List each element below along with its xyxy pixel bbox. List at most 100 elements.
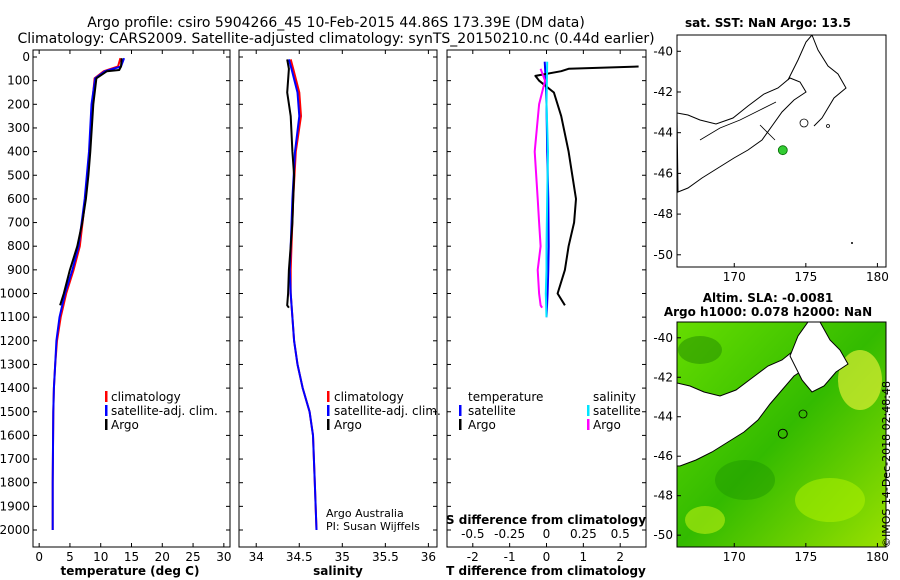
y-tick-label: 100: [7, 74, 30, 88]
watermark: ©IMOS 14-Dec-2018 02:48:48: [880, 381, 893, 548]
y-tick-label: 700: [7, 216, 30, 230]
x-tick-label: 30: [216, 550, 231, 564]
y-tick-label: 1200: [0, 334, 30, 348]
map-y-tick-label: -42: [653, 85, 673, 99]
temperature-xlabel: temperature (deg C): [61, 564, 200, 578]
y-tick-label: 500: [7, 168, 30, 182]
salinity-xlabel: salinity: [313, 564, 363, 578]
s-tick-label: 0.25: [570, 527, 597, 541]
legend-salinity-header: salinity: [593, 390, 636, 404]
north-island-coast: [787, 35, 847, 127]
y-tick-label: 1700: [0, 452, 30, 466]
south-island-coast: [677, 77, 807, 193]
island-marker: [826, 124, 830, 128]
x-tick-label: 34.5: [286, 550, 313, 564]
legend-s-satellite-label: satellite: [593, 404, 641, 418]
s-tick-label: -0.25: [494, 527, 525, 541]
difference-xlabel: T difference from climatology: [446, 564, 646, 578]
salinity-series: [286, 59, 318, 531]
x-tick-label: 36: [421, 550, 436, 564]
map-x-tick-label: 175: [794, 550, 817, 564]
map-x-tick-label: 170: [723, 270, 746, 284]
temperature-axes: 0100200300400500600700800900100011001200…: [0, 50, 231, 564]
map-top-ticks: 170 175 180 -40 -42 -44 -46 -48 -50: [653, 44, 888, 284]
map-y-tick-label: -42: [653, 370, 673, 384]
series-line-climatology: [289, 59, 318, 531]
series-line-argo: [286, 59, 296, 309]
x-tick-label: 0: [35, 550, 43, 564]
series-line-salinity-satellite: [544, 61, 549, 318]
legend-climatology-label: climatology: [334, 390, 404, 404]
temperature-legend: climatology satellite-adj. clim. Argo: [105, 390, 218, 432]
x-tick-label: 0: [543, 550, 551, 564]
series-line-argo: [59, 58, 123, 306]
legend-temperature-header: temperature: [468, 390, 543, 404]
difference-axes: -2 -1 0 1 2: [447, 50, 646, 564]
chatham-rise-contour: [798, 409, 808, 419]
salinity-legend: climatology satellite-adj. clim. Argo Ar…: [326, 390, 441, 533]
x-tick-label: 1: [580, 550, 588, 564]
legend-climatology-swatch: [327, 391, 330, 402]
map-top-title: sat. SST: NaN Argo: 13.5: [685, 16, 851, 30]
map-bottom-field: [677, 321, 882, 534]
map-x-tick-label: 170: [723, 550, 746, 564]
x-tick-label: 10: [93, 550, 108, 564]
figure-title-line1: Argo profile: csiro 5904266_45 10-Feb-20…: [87, 15, 585, 31]
y-tick-label: 2000: [0, 523, 30, 537]
s-tick-label: 0: [543, 527, 551, 541]
y-tick-label: 800: [7, 239, 30, 253]
legend-satellite-swatch: [327, 405, 330, 416]
map-y-tick-label: -44: [653, 410, 673, 424]
difference-legend: temperature salinity satellite Argo sate…: [446, 390, 646, 527]
x-tick-label: 20: [155, 550, 170, 564]
map-y-tick-label: -48: [653, 489, 673, 503]
x-tick-label: 25: [185, 550, 200, 564]
map-x-tick-label: 180: [866, 550, 889, 564]
y-tick-label: 300: [7, 121, 30, 135]
y-tick-label: 1300: [0, 357, 30, 371]
island-marker: [851, 242, 853, 244]
legend-argo-label: Argo: [334, 418, 362, 432]
legend-satellite-label: satellite-adj. clim.: [111, 404, 218, 418]
series-line-temperature-argo: [534, 65, 639, 306]
argo-float-marker: [777, 145, 788, 156]
y-tick-label: 1900: [0, 499, 30, 513]
north-island-land: [789, 321, 849, 393]
sla-patch: [678, 336, 722, 364]
map-x-tick-label: 180: [866, 270, 889, 284]
legend-argo-swatch: [105, 419, 108, 430]
credit-line1: Argo Australia: [326, 507, 404, 520]
x-tick-label: -1: [504, 550, 516, 564]
map-y-tick-label: -50: [653, 248, 673, 262]
y-tick-label: 900: [7, 263, 30, 277]
legend-s-argo-label: Argo: [593, 418, 621, 432]
y-tick-label: 400: [7, 145, 30, 159]
y-tick-label: 1400: [0, 381, 30, 395]
map-y-tick-label: -44: [653, 126, 673, 140]
map-top-coastlines: [677, 35, 853, 244]
legend-t-argo-label: Argo: [468, 418, 496, 432]
x-tick-label: 15: [124, 550, 139, 564]
map-y-tick-label: -46: [653, 449, 673, 463]
map-y-tick-label: -46: [653, 166, 673, 180]
s-tick-label: -0.5: [461, 527, 484, 541]
x-tick-label: 35: [335, 550, 350, 564]
legend-argo-swatch: [327, 419, 330, 430]
map-y-tick-label: -50: [653, 528, 673, 542]
s-difference-label: S difference from climatology: [446, 513, 646, 527]
legend-argo-label: Argo: [111, 418, 139, 432]
map-y-tick-label: -40: [653, 44, 673, 58]
bathymetry-contour: [699, 101, 777, 141]
legend-t-argo-swatch: [459, 419, 462, 430]
sla-patch: [795, 478, 865, 522]
chatham-rise-contour: [799, 118, 809, 128]
series-line-salinity-argo: [533, 68, 546, 309]
map-y-tick-label: -48: [653, 207, 673, 221]
y-tick-label: 1500: [0, 405, 30, 419]
s-difference-ticks: -0.5 -0.25 0 0.25 0.5: [461, 527, 630, 541]
salinity-axes: 34 34.5 35 35.5 36: [239, 50, 437, 564]
x-tick-label: 5: [66, 550, 74, 564]
credit-line2: PI: Susan Wijffels: [326, 520, 420, 533]
y-tick-label: 600: [7, 192, 30, 206]
